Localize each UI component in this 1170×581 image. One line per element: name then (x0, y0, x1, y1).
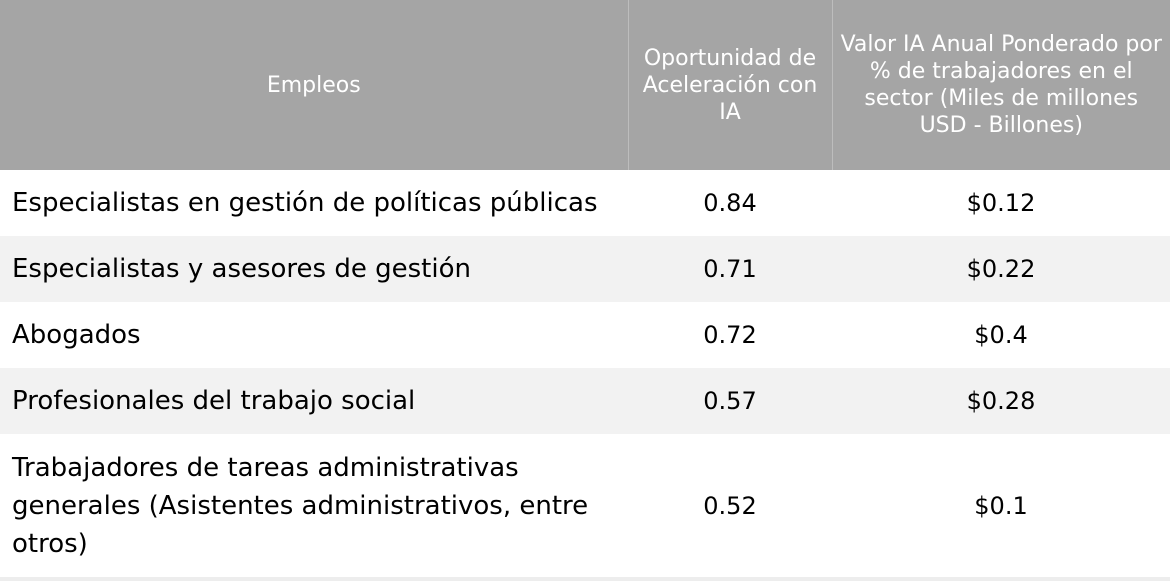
table-body: Especialistas en gestión de políticas pú… (0, 170, 1170, 577)
header-row: Empleos Oportunidad de Aceleración con I… (0, 0, 1170, 170)
job-cell: Abogados (12, 320, 141, 350)
opportunity-cell: 0.52 (703, 491, 757, 520)
table-row: Trabajadores de tareas administrativas g… (0, 434, 1170, 577)
opportunity-cell: 0.57 (703, 387, 757, 415)
table-row: Especialistas en gestión de políticas pú… (0, 170, 1170, 236)
table-row: Especialistas y asesores de gestión 0.71… (0, 236, 1170, 302)
value-cell: $0.12 (966, 189, 1036, 217)
job-cell: Especialistas y asesores de gestión (12, 254, 471, 284)
opportunity-cell: 0.72 (703, 321, 757, 349)
job-cell: Especialistas en gestión de políticas pú… (12, 188, 598, 218)
header-oportunidad: Oportunidad de Aceleración con IA (628, 0, 833, 170)
bottom-divider (0, 577, 1170, 581)
table-row: Abogados 0.72 $0.4 (0, 302, 1170, 368)
header-empleos: Empleos (0, 0, 629, 170)
value-cell: $0.1 (974, 491, 1028, 520)
header-valor-ia: Valor IA Anual Ponderado por % de trabaj… (832, 0, 1170, 170)
value-cell: $0.28 (966, 387, 1036, 415)
opportunity-cell: 0.71 (703, 255, 757, 283)
table-header: Empleos Oportunidad de Aceleración con I… (0, 0, 1170, 170)
opportunity-cell: 0.84 (703, 189, 757, 217)
job-cell: Trabajadores de tareas administrativas g… (12, 452, 589, 559)
value-cell: $0.22 (966, 255, 1036, 283)
value-cell: $0.4 (974, 321, 1028, 349)
job-cell: Profesionales del trabajo social (12, 386, 416, 416)
table-row: Profesionales del trabajo social 0.57 $0… (0, 368, 1170, 434)
